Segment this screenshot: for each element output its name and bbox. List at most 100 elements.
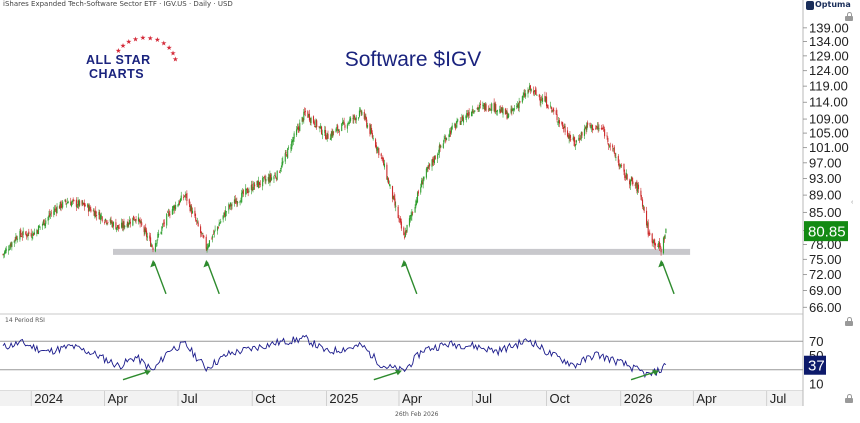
candle-body [383,163,386,168]
candle-body [320,125,322,129]
candle-body [589,122,591,127]
candle-body [123,221,125,228]
candle-body [61,206,63,208]
candle-body [366,119,368,127]
candle-body [400,221,402,229]
candle-body [460,121,462,125]
candle-body [476,108,478,109]
candle-body [285,152,287,154]
lock-icon[interactable] [845,12,853,21]
candle-body [200,231,202,234]
candle-body [596,126,598,130]
candle-body [178,202,180,206]
candle-body [4,251,6,255]
candle-body [133,215,135,221]
candle-body [208,240,211,247]
candle-body [573,137,575,142]
candle-body [291,140,294,143]
candle-body [439,144,441,148]
candle-body [20,236,23,237]
candle-body [287,148,289,159]
rsi-tick-label: 10 [809,376,823,391]
candle-body [38,226,40,228]
rsi-arrow [630,371,657,381]
candle-body [116,227,118,231]
candle-body [561,122,563,125]
candle-body [336,127,338,128]
candle-body [483,103,486,110]
candle-body [223,212,225,216]
candle-body [427,166,429,169]
candle-body [658,242,660,248]
candle-body [236,200,238,205]
candle-body [636,181,638,191]
candle-body [93,210,95,216]
candle-body [361,111,363,115]
lock-icon[interactable] [845,317,853,326]
candle-body [513,108,515,111]
candle-body [19,231,21,240]
candle-body [33,232,36,235]
star-icon: ★ [161,40,167,48]
candle-body [363,111,365,120]
candle-body [216,226,219,231]
candle-body [42,220,44,224]
candle-body [494,103,496,112]
candle-body [567,135,569,139]
star-icon: ★ [154,36,160,44]
candle-body [626,174,628,180]
candle-body [629,180,631,186]
candle-body [444,137,446,139]
candle-body [273,176,275,180]
candle-body [189,204,191,212]
candle-body [534,90,536,92]
candle-body [653,240,655,244]
candle-body [197,222,199,227]
candle-body [562,127,565,129]
candle-body [78,200,80,207]
candle-body [14,239,16,241]
candle-body [399,218,401,220]
candle-body [275,177,277,179]
candle-body [222,215,224,220]
candle-body [25,233,27,237]
candle-body [352,118,354,119]
star-icon: ★ [115,47,121,55]
candle-body [195,217,197,221]
candle-body [37,230,39,233]
x-ticks: 2024 Apr Jul Oct 2025 Apr Jul Oct 2026 Apr Jul [30,391,786,406]
candle-body [607,137,609,142]
lock-icon[interactable] [845,394,853,403]
candle-body [50,214,52,216]
candle-body [162,223,165,225]
candle-body [646,223,648,227]
candle-body [104,218,106,221]
chevron-left-icon[interactable]: ‹ [851,199,854,206]
candle-body [550,105,552,107]
candle-body [479,105,481,109]
candle-body [459,120,461,125]
candle-body [163,222,165,224]
candle-body [77,200,79,206]
candle-body [466,113,469,116]
candle-body [382,157,384,160]
candle-body [629,180,631,185]
candle-body [246,187,248,194]
candle-body [201,233,203,235]
candle-body [659,245,661,248]
candle-body [128,223,130,225]
candle-body [341,123,343,132]
candle-body [360,110,362,114]
candle-body [495,111,498,112]
candle-body [135,219,137,221]
candle-body [587,122,589,125]
candle-body [106,223,108,225]
candle-body [512,108,515,111]
candle-body [642,205,644,207]
candle-body [303,111,305,121]
candle-body [388,184,390,185]
candle-body [49,213,51,216]
candle-body [433,155,436,164]
candle-body [116,225,119,229]
